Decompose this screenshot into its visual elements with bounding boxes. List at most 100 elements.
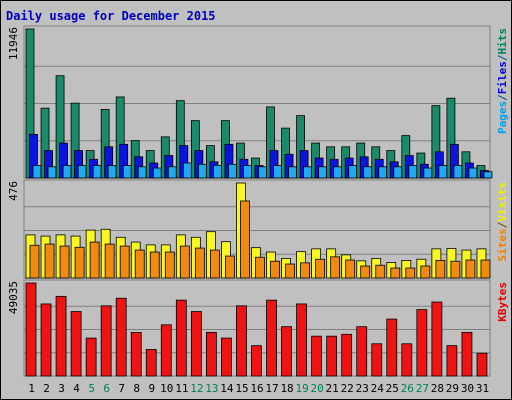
bar-pages-day-3: [62, 165, 72, 179]
bar-sites-day-30: [465, 259, 476, 279]
x-tick-label-day-15: 15: [235, 382, 248, 395]
legend-entry: Visits: [496, 182, 509, 222]
bar-pages-day-26: [408, 165, 418, 179]
bar-kbytes-day-11: [175, 299, 187, 377]
x-tick-label-day-10: 10: [160, 382, 173, 395]
bar-kbytes-day-3: [55, 295, 67, 377]
bar-sites-day-28: [435, 260, 446, 279]
bar-kbytes-day-12: [190, 311, 202, 377]
bar-sites-day-5: [89, 241, 100, 279]
bar-kbytes-day-17: [266, 299, 277, 377]
bar-kbytes-day-24: [371, 343, 383, 377]
bar-pages-day-30: [468, 167, 478, 179]
bar-pages-day-24: [378, 166, 388, 179]
bar-pages-day-5: [92, 165, 102, 179]
legend-entry: /: [496, 94, 509, 101]
bar-kbytes-day-31: [476, 352, 488, 377]
x-tick-label-day-22: 22: [341, 382, 354, 395]
bar-kbytes-day-22: [341, 333, 353, 377]
bar-sites-day-24: [375, 264, 386, 279]
x-tick-label-day-4: 4: [73, 382, 80, 395]
bar-sites-day-7: [119, 245, 130, 279]
x-tick-label-day-1: 1: [28, 382, 35, 395]
bar-sites-day-22: [345, 259, 356, 279]
bar-pages-day-28: [438, 165, 448, 179]
bar-kbytes-day-21: [326, 335, 338, 377]
x-tick-label-day-17: 17: [265, 382, 278, 395]
legend-entry: /: [496, 221, 509, 228]
x-tick-label-day-24: 24: [371, 382, 385, 395]
bar-sites-day-15: [240, 200, 250, 279]
bar-sites-day-31: [480, 259, 491, 279]
series-legend: KBytes: [496, 282, 509, 322]
x-tick-label-day-20: 20: [311, 382, 324, 395]
bar-kbytes-day-9: [145, 349, 157, 377]
bar-kbytes-day-27: [416, 309, 428, 377]
x-tick-label-day-14: 14: [220, 382, 234, 395]
bar-kbytes-day-15: [236, 305, 247, 377]
bar-kbytes-day-25: [386, 318, 398, 377]
bar-kbytes-day-14: [221, 337, 232, 377]
bar-kbytes-day-20: [311, 335, 323, 377]
bar-kbytes-day-8: [130, 331, 142, 377]
bar-pages-day-15: [243, 165, 252, 179]
bar-pages-day-23: [363, 166, 373, 179]
bar-sites-day-17: [270, 260, 280, 279]
bar-pages-day-16: [258, 166, 267, 179]
series-legend: Sites/Visits: [496, 182, 509, 262]
bar-kbytes-day-13: [205, 331, 217, 377]
chart-panels: 11946Pages/Files/Hits476Sites/Visits4903…: [7, 25, 509, 377]
bar-kbytes-day-1: [25, 282, 37, 377]
bar-sites-day-9: [149, 251, 160, 279]
bar-pages-day-20: [318, 166, 328, 179]
x-tick-label-day-18: 18: [280, 382, 293, 395]
chart-title: Daily usage for December 2015: [6, 9, 216, 23]
bar-kbytes-day-23: [356, 326, 368, 377]
bar-pages-day-13: [212, 165, 222, 179]
bar-sites-day-16: [255, 256, 265, 279]
x-tick-label-day-5: 5: [88, 382, 95, 395]
bar-pages-day-12: [197, 163, 207, 179]
bar-kbytes-day-10: [160, 324, 172, 377]
bar-sites-day-27: [420, 265, 431, 279]
bar-kbytes-day-7: [115, 297, 127, 377]
bar-kbytes-day-6: [100, 305, 112, 377]
bar-sites-day-20: [315, 258, 326, 279]
bar-pages-day-10: [167, 166, 177, 179]
legend-entry: Hits: [496, 28, 509, 55]
x-tick-label-day-9: 9: [148, 382, 155, 395]
bar-kbytes-day-29: [446, 345, 458, 377]
panel-visits-sites: 476 Sites/Visits: [7, 179, 509, 279]
bar-sites-day-13: [209, 249, 220, 279]
x-tick-label-day-26: 26: [401, 382, 414, 395]
bar-pages-day-19: [303, 166, 312, 179]
bar-pages-day-25: [393, 166, 403, 179]
bar-pages-day-2: [47, 166, 57, 179]
x-tick-label-day-31: 31: [476, 382, 489, 395]
bar-sites-day-1: [29, 244, 40, 279]
bar-kbytes-day-5: [85, 337, 97, 377]
legend-entry: Files: [496, 61, 509, 94]
legend-entry: Pages: [496, 101, 509, 134]
x-axis-day-labels: 1 2 3 4 5 6 7 8 9 10 11 12 13 14 15 16 17 18 19 20 21 22 23 24 2…: [28, 382, 489, 395]
x-tick-label-day-8: 8: [133, 382, 140, 395]
x-tick-label-day-19: 19: [295, 382, 308, 395]
bar-sites-day-12: [194, 247, 205, 279]
bar-pages-day-4: [77, 165, 87, 179]
legend-entry: KBytes: [496, 282, 509, 322]
x-tick-label-day-2: 2: [43, 382, 50, 395]
legend-entry: /: [496, 54, 509, 61]
bar-sites-day-3: [59, 245, 70, 279]
bar-sites-day-21: [330, 256, 341, 279]
bar-sites-day-2: [44, 243, 55, 279]
bar-kbytes-day-28: [431, 301, 443, 377]
series-legend: Pages/Files/Hits: [496, 28, 509, 134]
bar-pages-day-31: [483, 171, 493, 179]
x-tick-label-day-6: 6: [103, 382, 110, 395]
bar-pages-day-7: [122, 165, 132, 179]
y-max-label: 49035: [7, 281, 20, 314]
bar-pages-day-22: [348, 165, 358, 179]
bar-pages-day-9: [152, 167, 162, 179]
x-tick-label-day-21: 21: [326, 382, 339, 395]
